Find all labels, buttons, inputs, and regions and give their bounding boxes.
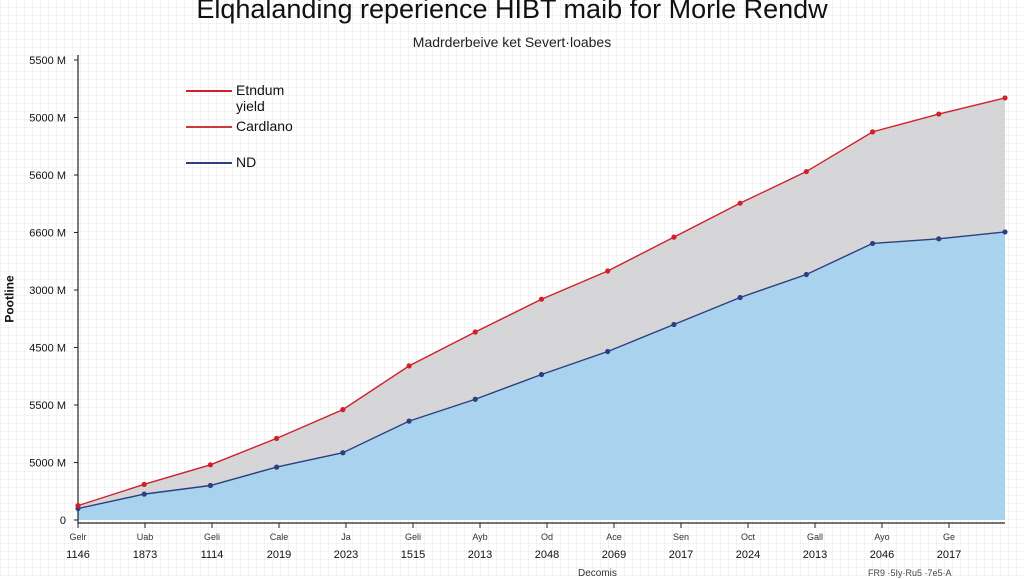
data-point-nd	[737, 294, 743, 301]
x-tick-label-top: Sen	[673, 532, 689, 542]
data-point-nd	[274, 464, 280, 470]
x-tick-label-bottom: 1146	[66, 549, 90, 561]
chart-subtitle: Madrderbeive ket Severt·loabes	[412, 34, 612, 50]
x-tick-label-bottom: 1114	[201, 549, 224, 561]
x-tick-label-bottom: 2024	[736, 549, 760, 561]
y-tick-label: 5500 M	[29, 400, 66, 412]
data-point-nd	[936, 236, 942, 242]
legend-swatch	[186, 90, 232, 92]
x-tick-label-top: Geli	[405, 532, 421, 542]
data-point-nd	[406, 418, 412, 424]
x-tick-label-top: Oct	[741, 532, 756, 542]
legend-label: Cardlano	[236, 118, 293, 134]
data-point-etndum-yield	[1002, 95, 1008, 101]
x-tick-label-top: Geli	[204, 532, 220, 542]
data-point-etndum-yield	[207, 462, 214, 468]
x-tick-label-bottom: 2017	[669, 549, 693, 561]
data-point-nd	[340, 450, 346, 456]
x-tick-label-bottom: 2048	[535, 549, 559, 561]
x-tick-label-top: Cale	[270, 532, 289, 542]
x-tick-label-top: Ace	[606, 532, 622, 542]
data-point-nd	[869, 240, 876, 247]
x-tick-label-top: Ayo	[874, 532, 889, 542]
data-point-etndum-yield	[538, 296, 545, 302]
data-point-nd	[671, 321, 677, 328]
x-tick-label-bottom: 2017	[937, 549, 961, 561]
y-tick-label: 6600 M	[29, 228, 66, 240]
legend-swatch	[186, 162, 232, 164]
x-tick-label-bottom: 2069	[602, 549, 626, 561]
y-tick-label: 5000 M	[29, 113, 66, 125]
data-point-etndum-yield	[737, 200, 743, 206]
chart-footnote: FR9 ·5Iy·Ru5 ·7e5·A	[868, 568, 952, 578]
data-point-nd	[1002, 229, 1008, 235]
x-tick-label-top: Uab	[137, 532, 154, 542]
x-tick-label-top: Ge	[943, 532, 955, 542]
data-point-etndum-yield	[671, 234, 677, 240]
data-point-nd	[207, 482, 214, 489]
data-point-etndum-yield	[936, 111, 942, 117]
legend-swatch	[186, 126, 232, 128]
data-point-etndum-yield	[605, 268, 611, 274]
x-tick-label-bottom: 2023	[334, 549, 358, 561]
data-point-nd	[141, 491, 147, 497]
data-point-etndum-yield	[274, 435, 280, 441]
x-tick-label-bottom: 2046	[870, 549, 894, 561]
data-point-etndum-yield	[869, 129, 876, 135]
area-band-gray	[78, 97, 1005, 509]
legend-label: ND	[236, 154, 257, 170]
y-tick-label: 5500 M	[29, 55, 66, 67]
chart-title: Elqhalanding reperience HIBT maib for Mo…	[196, 0, 828, 24]
data-point-etndum-yield	[472, 329, 478, 335]
y-tick-label: 3000 M	[29, 285, 66, 297]
x-tick-label-top: Od	[541, 532, 553, 542]
y-tick-label: 5600 M	[29, 170, 66, 182]
data-point-nd	[538, 371, 545, 378]
data-point-nd	[803, 271, 809, 278]
x-axis-label: Decomis	[578, 568, 617, 579]
x-tick-label-bottom: 2019	[267, 549, 291, 561]
data-point-nd	[605, 348, 611, 355]
data-point-etndum-yield	[75, 503, 81, 509]
y-tick-label: 0	[60, 515, 66, 527]
y-tick-label: 5000 M	[29, 458, 66, 470]
data-point-etndum-yield	[141, 481, 147, 487]
x-tick-label-top: Gall	[807, 532, 823, 542]
x-tick-label-top: Gelr	[69, 532, 86, 542]
x-tick-label-bottom: 1515	[401, 549, 425, 561]
data-point-etndum-yield	[340, 407, 346, 413]
x-tick-label-bottom: 2013	[468, 549, 492, 561]
y-tick-label: 4500 M	[29, 343, 66, 355]
x-tick-label-bottom: 2013	[803, 549, 827, 561]
x-tick-label-bottom: 1873	[133, 549, 157, 561]
data-point-nd	[472, 396, 478, 402]
legend-label: Etndum yield	[236, 82, 285, 114]
x-tick-label-top: Ja	[341, 532, 351, 542]
data-point-etndum-yield	[803, 168, 809, 175]
data-point-etndum-yield	[406, 363, 412, 369]
x-tick-label-top: Ayb	[472, 532, 487, 542]
